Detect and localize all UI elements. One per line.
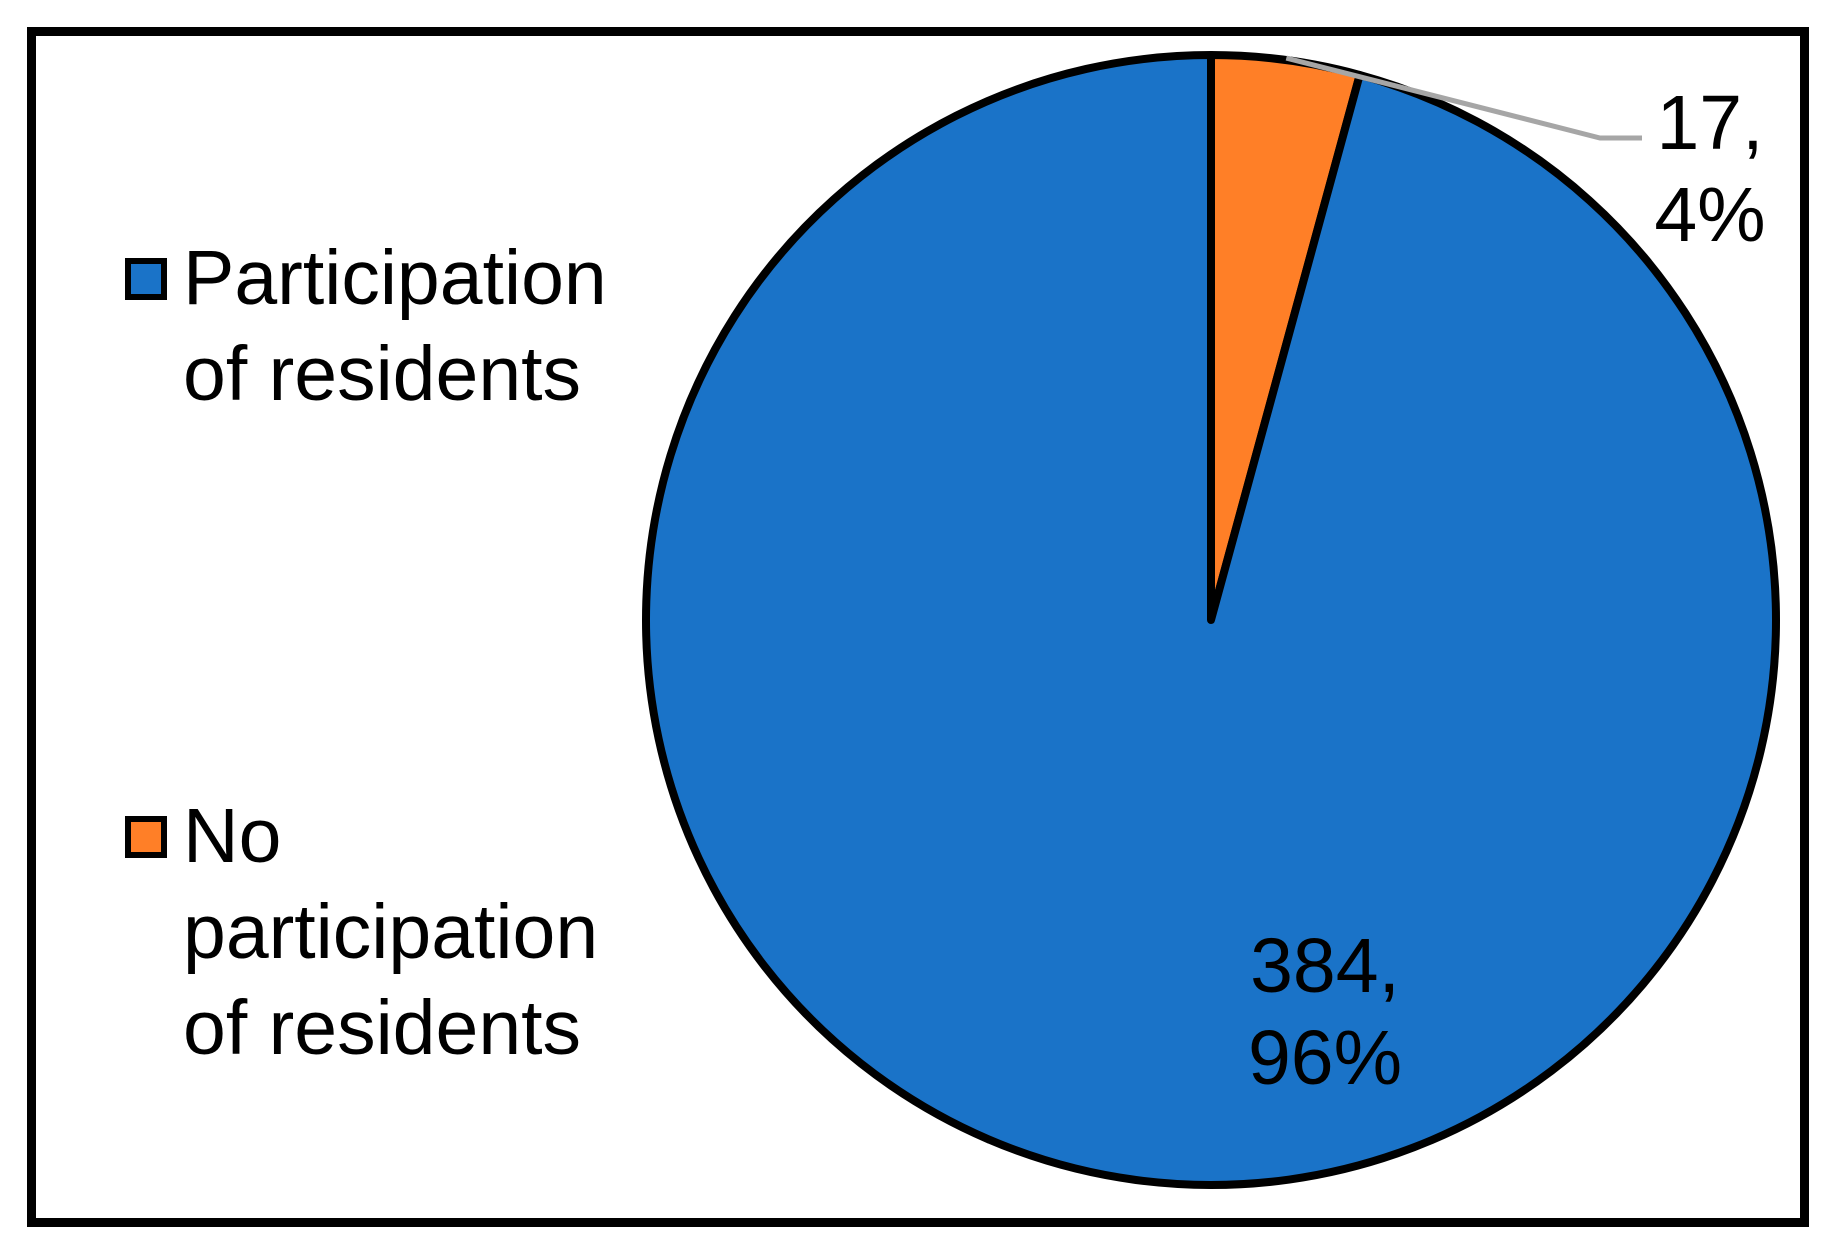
pie-slice-participation	[642, 51, 1780, 1189]
legend-swatch-participation	[125, 258, 167, 300]
data-label-participation: 384, 96%	[1247, 923, 1403, 1101]
data-label-no-participation: 17, 4%	[1654, 80, 1766, 258]
legend-label-no-participation: No participation of residents	[183, 793, 599, 1071]
legend-label-participation: Participation of residents	[183, 235, 607, 417]
legend-swatch-no-participation	[125, 816, 167, 858]
leader-line	[1285, 55, 1642, 141]
